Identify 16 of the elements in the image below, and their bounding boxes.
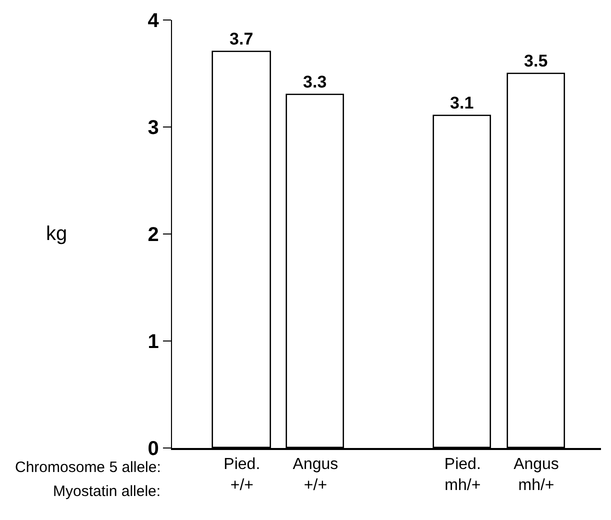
x-tick-label: Angus +/+ [292, 456, 338, 494]
y-tick-label: 1 [148, 331, 159, 353]
x-tick-label: Pied. +/+ [224, 456, 260, 494]
data-label: 3.1 [450, 93, 474, 112]
text: Chromosome 5 allele: [15, 459, 161, 476]
data-label: 3.5 [524, 51, 548, 70]
y-tick-label: 4 [148, 10, 160, 32]
y-axis-title: kg [46, 223, 68, 245]
y-tick-label: 2 [148, 224, 159, 246]
y-tick-label: 0 [148, 438, 159, 460]
data-label: 3.7 [230, 29, 254, 48]
x-tick-label: Angus mh/+ [514, 456, 559, 494]
text: Myostatin allele: [53, 483, 161, 500]
x-tick-label: Pied. mh/+ [444, 456, 481, 494]
data-label: 3.3 [303, 72, 327, 92]
y-tick-label: 3 [148, 117, 159, 139]
